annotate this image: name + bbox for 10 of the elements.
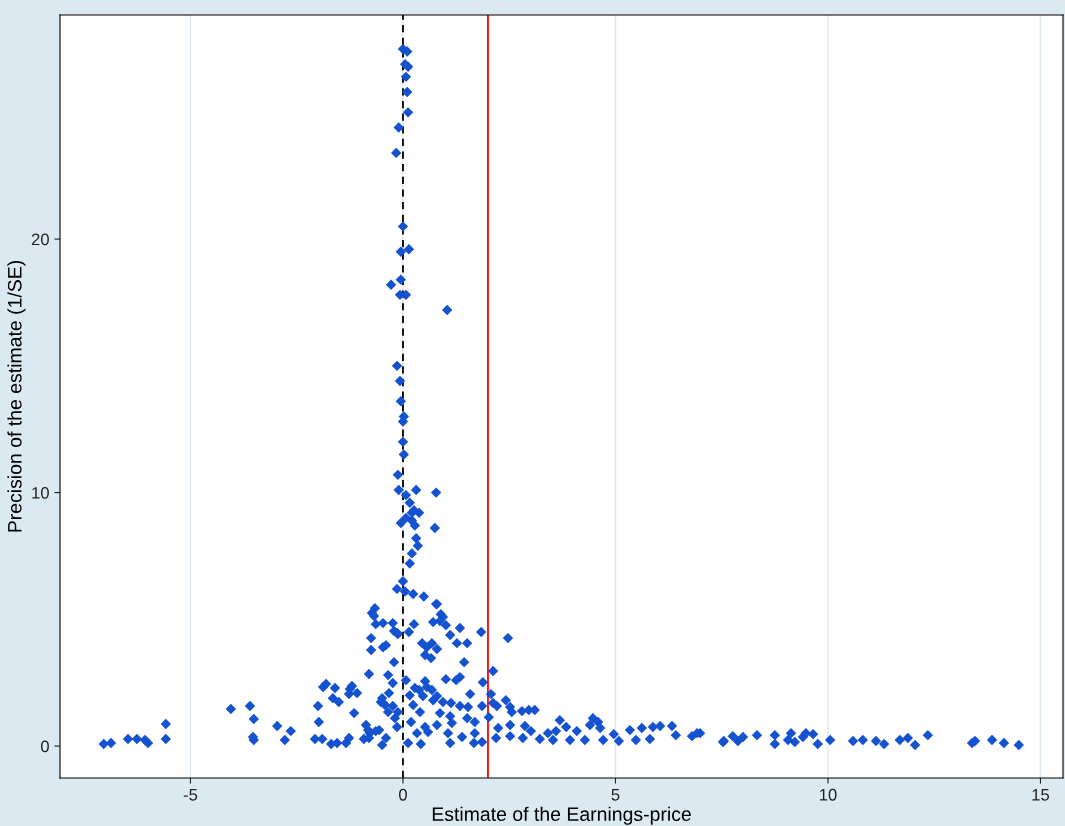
x-axis-title: Estimate of the Earnings-price bbox=[432, 806, 691, 825]
y-axis-title: Precision of the estimate (1/SE) bbox=[7, 260, 26, 532]
x-tick-label: 10 bbox=[819, 788, 837, 801]
y-tick-label: 20 bbox=[31, 233, 49, 246]
x-tick-label: 5 bbox=[611, 789, 620, 801]
x-tick-label: 0 bbox=[398, 788, 407, 801]
y-tick-label: 10 bbox=[32, 486, 49, 499]
x-tick-label: 15 bbox=[1032, 789, 1050, 801]
y-tick-label: 0 bbox=[40, 740, 49, 753]
x-tick-label: -5 bbox=[183, 789, 198, 801]
